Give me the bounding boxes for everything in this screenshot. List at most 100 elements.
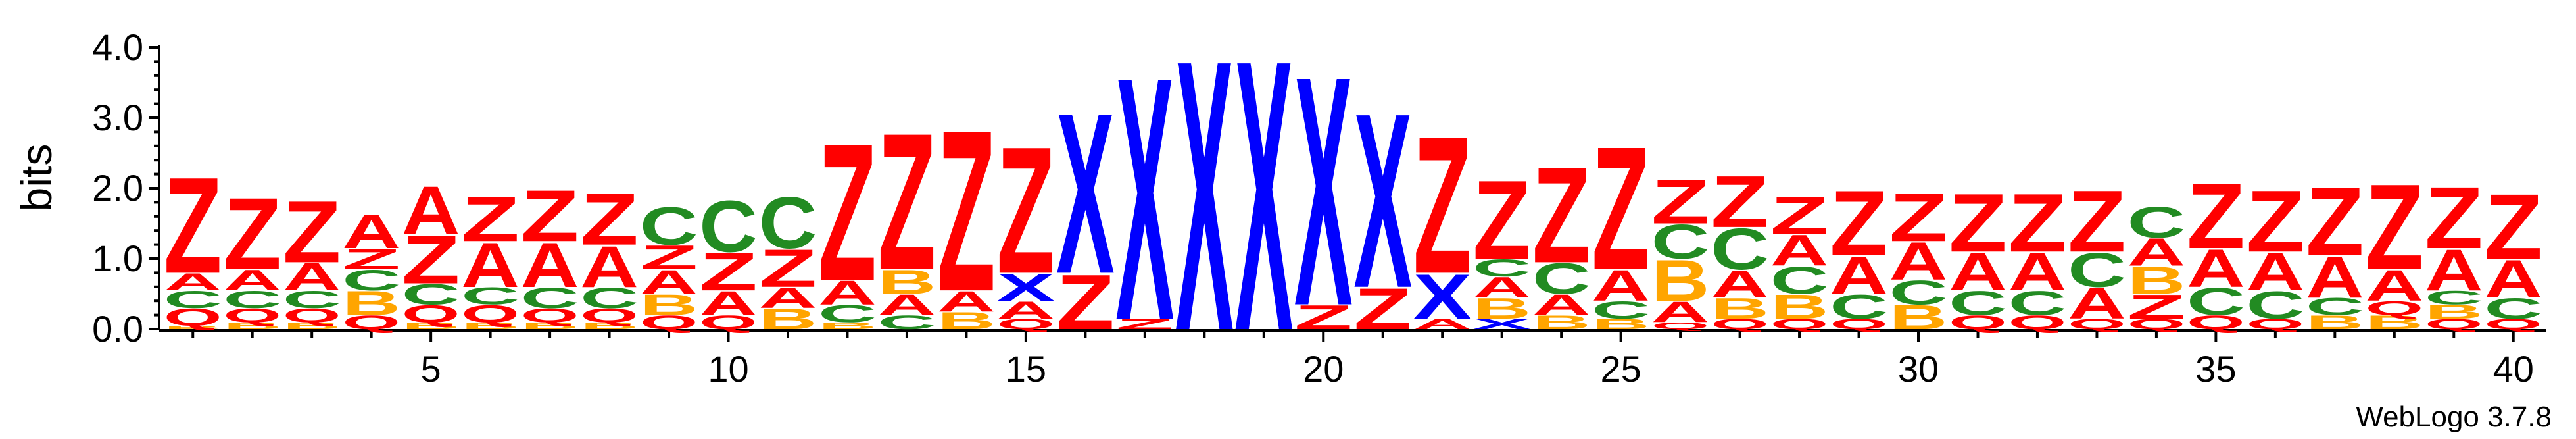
- logo-letter-A: A: [461, 230, 520, 301]
- logo-letter-Q: Q: [1770, 316, 1829, 332]
- weblogo-credit: WebLogo 3.7.8: [2356, 401, 2552, 433]
- logo-letter-A: A: [1413, 316, 1472, 332]
- logo-letter-Q: Q: [2425, 316, 2483, 332]
- logo-letter-Z: Z: [1353, 276, 1412, 342]
- logo-letter-Z: Z: [164, 150, 222, 303]
- logo-letter-C: C: [1889, 274, 1948, 312]
- logo-letter-Z: Z: [402, 222, 460, 298]
- logo-letter-B: B: [818, 321, 877, 332]
- logo-letter-Z: Z: [342, 243, 401, 276]
- logo-letter-A: A: [1770, 226, 1829, 274]
- logo-letter-Z: Z: [2068, 172, 2126, 271]
- logo-letter-B: B: [1711, 292, 1769, 324]
- logo-letter-A: A: [283, 255, 341, 299]
- logo-letter-A: A: [878, 288, 936, 321]
- y-axis-title: bits: [12, 144, 61, 212]
- logo-letter-Q: Q: [997, 316, 1056, 332]
- logo-letter-A: A: [2425, 238, 2483, 303]
- logo-letter-Z: Z: [223, 176, 281, 291]
- logo-letter-Z: Z: [1830, 171, 1888, 275]
- logo-letter-X: X: [1413, 261, 1472, 332]
- logo-letter-Q: Q: [521, 305, 579, 326]
- logo-letter-X: X: [1175, 0, 1234, 412]
- logo-letter-A: A: [2247, 242, 2305, 302]
- logo-letter-Z: Z: [580, 179, 639, 261]
- logo-letter-C: C: [283, 286, 341, 313]
- x-tick-label: 20: [1303, 348, 1344, 390]
- logo-letter-Q: Q: [2365, 297, 2423, 319]
- logo-letter-Z: Z: [1592, 110, 1650, 307]
- logo-letter-Z: Z: [283, 183, 341, 282]
- logo-letter-Z: Z: [2484, 175, 2542, 279]
- logo-letter-Z: Z: [1651, 167, 1710, 238]
- logo-letter-Z: Z: [2127, 288, 2186, 326]
- logo-letter-B: B: [342, 284, 401, 323]
- logo-letter-A: A: [2484, 249, 2542, 309]
- logo-letter-A: A: [580, 234, 639, 299]
- logo-letter-Z: Z: [937, 82, 996, 339]
- logo-letter-B: B: [164, 324, 222, 330]
- logo-letter-Q: Q: [2187, 311, 2245, 333]
- x-tick-label: 25: [1600, 348, 1641, 390]
- logo-letter-Z: Z: [521, 175, 579, 257]
- logo-stacks: BQCAZBQCAZBQCAZQBCZABQCZABQCAZBQCAZBQCAZ…: [164, 0, 2542, 412]
- logo-letter-A: A: [2365, 261, 2423, 310]
- x-tick-label: 5: [421, 348, 441, 390]
- logo-column-18: X: [1175, 0, 1234, 412]
- logo-letter-C: C: [402, 278, 460, 311]
- logo-letter-A: A: [164, 269, 222, 296]
- logo-letter-X: X: [997, 266, 1056, 309]
- logo-letter-A: A: [521, 230, 579, 301]
- logo-letter-A: A: [223, 264, 281, 297]
- logo-letter-C: C: [2127, 198, 2186, 247]
- x-tick-label: 30: [1898, 348, 1939, 390]
- logo-letter-Z: Z: [997, 109, 1056, 312]
- logo-letter-Q: Q: [461, 300, 520, 328]
- logo-letter-A: A: [1889, 232, 1948, 292]
- logo-letter-Q: Q: [342, 311, 401, 333]
- logo-letter-A: A: [640, 263, 698, 301]
- x-tick-label: 40: [2493, 348, 2534, 390]
- logo-letter-C: C: [2068, 242, 2126, 297]
- logo-letter-B: B: [2306, 311, 2364, 333]
- logo-letter-Z: Z: [699, 242, 758, 302]
- logo-letter-Z: Z: [1711, 161, 1769, 243]
- logo-letter-A: A: [342, 204, 401, 259]
- logo-letter-C: C: [1532, 254, 1591, 303]
- logo-letter-Z: Z: [2425, 168, 2483, 267]
- y-tick-label: 1.0: [92, 238, 143, 279]
- logo-letter-Q: Q: [2484, 316, 2542, 332]
- logo-letter-C: C: [699, 186, 758, 268]
- logo-letter-X: X: [1472, 316, 1531, 332]
- logo-letter-Z: Z: [2365, 159, 2423, 296]
- x-tick-label: 35: [2195, 348, 2236, 390]
- logo-letter-B: B: [759, 302, 817, 335]
- x-tick-label: 10: [708, 348, 748, 390]
- logo-letter-B: B: [521, 321, 579, 332]
- logo-letter-X: X: [1234, 0, 1293, 412]
- logo-letter-C: C: [2008, 284, 2067, 323]
- logo-letter-X: X: [1116, 5, 1175, 393]
- logo-letter-C: C: [2484, 292, 2542, 324]
- logo-letter-B: B: [402, 321, 460, 332]
- logo-letter-C: C: [1949, 284, 2007, 323]
- logo-letter-C: C: [1472, 255, 1531, 282]
